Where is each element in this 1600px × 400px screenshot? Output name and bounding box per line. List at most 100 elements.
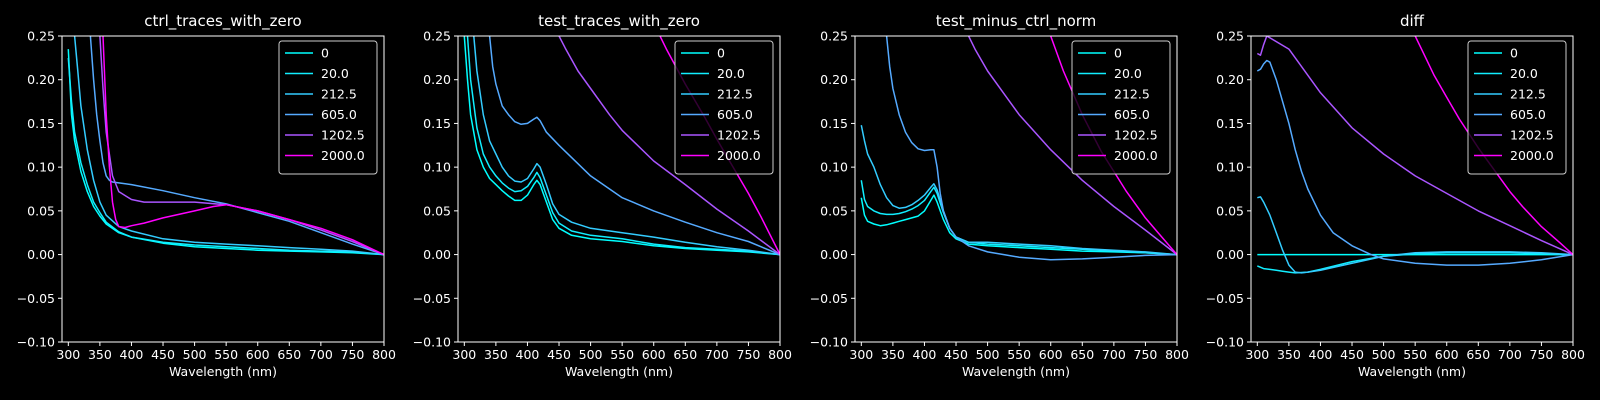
legend-label: 605.0 bbox=[321, 107, 357, 122]
y-tick-label: −0.10 bbox=[17, 335, 55, 350]
x-tick-label: 350 bbox=[88, 347, 112, 362]
x-tick-label: 400 bbox=[516, 347, 540, 362]
y-tick-label: 0.25 bbox=[820, 29, 848, 44]
series-line-605.0 bbox=[1256, 59, 1573, 266]
x-tick-label: 550 bbox=[214, 347, 238, 362]
y-tick-label: 0.10 bbox=[423, 160, 451, 175]
subplot-2: 300 350 400 450 500 550 600 650 700 750 800 −0.10 −0… bbox=[413, 12, 792, 379]
x-axis-label: Wavelength (nm) bbox=[565, 364, 673, 379]
y-tick-label: 0.05 bbox=[27, 203, 55, 218]
y-tick-label: 0.10 bbox=[27, 160, 55, 175]
legend: 0 20.0 212.5 605.0 1202.5 2000.0 bbox=[278, 40, 378, 175]
legend-label: 212.5 bbox=[1114, 87, 1150, 102]
x-tick-label: 750 bbox=[341, 347, 365, 362]
y-tick-label: 0.00 bbox=[1216, 247, 1244, 262]
x-tick-label: 550 bbox=[1007, 347, 1031, 362]
x-tick-label: 700 bbox=[705, 347, 729, 362]
x-tick-label: 300 bbox=[452, 347, 476, 362]
series-line-1202.5 bbox=[967, 36, 1177, 256]
chart-title: test_traces_with_zero bbox=[538, 12, 700, 31]
legend-label: 212.5 bbox=[1510, 87, 1546, 102]
x-tick-label: 500 bbox=[183, 347, 207, 362]
x-tick-label: 800 bbox=[372, 347, 396, 362]
legend: 0 20.0 212.5 605.0 1202.5 2000.0 bbox=[674, 40, 774, 175]
series-line-605.0 bbox=[488, 36, 780, 256]
x-tick-label: 800 bbox=[1561, 347, 1585, 362]
x-tick-label: 650 bbox=[1466, 347, 1490, 362]
series-line-212.5 bbox=[1257, 196, 1573, 274]
x-tick-label: 500 bbox=[976, 347, 1000, 362]
plot-area bbox=[1256, 36, 1573, 274]
legend: 0 20.0 212.5 605.0 1202.5 2000.0 bbox=[1467, 40, 1567, 175]
axes-frame bbox=[61, 35, 385, 343]
series-line-0 bbox=[860, 194, 1177, 256]
y-tick-label: 0.25 bbox=[1216, 29, 1244, 44]
subplot-4: 300 350 400 450 500 550 600 650 700 750 800 −0.10 −0… bbox=[1206, 12, 1585, 379]
y-tick-label: 0.00 bbox=[820, 247, 848, 262]
legend-label: 0 bbox=[1510, 46, 1518, 61]
legend-label: 0 bbox=[1114, 46, 1122, 61]
axes-frame bbox=[854, 35, 1178, 343]
x-tick-label: 500 bbox=[1372, 347, 1396, 362]
x-tick-label: 500 bbox=[579, 347, 603, 362]
y-tick-label: 0.00 bbox=[27, 247, 55, 262]
y-tick-label: 0.15 bbox=[423, 116, 451, 131]
x-tick-label: 750 bbox=[737, 347, 761, 362]
y-tick-label: 0.10 bbox=[1216, 160, 1244, 175]
x-tick-label: 650 bbox=[673, 347, 697, 362]
legend: 0 20.0 212.5 605.0 1202.5 2000.0 bbox=[1071, 40, 1171, 175]
legend-label: 0 bbox=[717, 46, 725, 61]
y-tick-label: 0.20 bbox=[423, 72, 451, 87]
x-tick-label: 350 bbox=[484, 347, 508, 362]
x-tick-label: 600 bbox=[642, 347, 666, 362]
x-axis-label: Wavelength (nm) bbox=[962, 364, 1070, 379]
x-tick-label: 400 bbox=[913, 347, 937, 362]
y-tick-label: −0.05 bbox=[413, 291, 451, 306]
y-tick-label: 0.25 bbox=[27, 29, 55, 44]
x-tick-label: 450 bbox=[547, 347, 571, 362]
series-line-20.0 bbox=[1257, 252, 1573, 274]
x-tick-label: 300 bbox=[56, 347, 80, 362]
legend-label: 20.0 bbox=[1510, 66, 1538, 81]
axes-frame bbox=[457, 35, 781, 343]
x-tick-label: 700 bbox=[1498, 347, 1522, 362]
legend-label: 1202.5 bbox=[717, 128, 761, 143]
x-tick-label: 350 bbox=[881, 347, 905, 362]
legend-label: 605.0 bbox=[1114, 107, 1150, 122]
legend-label: 1202.5 bbox=[1114, 128, 1158, 143]
x-tick-label: 750 bbox=[1134, 347, 1158, 362]
y-tick-label: −0.05 bbox=[1206, 291, 1244, 306]
y-tick-label: 0.05 bbox=[423, 203, 451, 218]
plot-area bbox=[67, 36, 384, 256]
x-tick-label: 800 bbox=[1165, 347, 1189, 362]
series-line-1202.5 bbox=[1256, 36, 1573, 256]
legend-label: 605.0 bbox=[717, 107, 753, 122]
subplot-1: 300 350 400 450 500 550 600 650 700 750 800 −0.10 −0… bbox=[17, 12, 396, 379]
series-line-212.5 bbox=[473, 36, 780, 256]
x-tick-label: 600 bbox=[1039, 347, 1063, 362]
x-axis-label: Wavelength (nm) bbox=[169, 364, 277, 379]
y-tick-label: −0.10 bbox=[413, 335, 451, 350]
y-tick-label: 0.25 bbox=[423, 29, 451, 44]
legend-label: 212.5 bbox=[321, 87, 357, 102]
legend-label: 20.0 bbox=[1114, 66, 1142, 81]
x-tick-label: 450 bbox=[1340, 347, 1364, 362]
series-line-212.5 bbox=[860, 125, 1177, 256]
x-tick-label: 550 bbox=[1403, 347, 1427, 362]
legend-label: 2000.0 bbox=[321, 148, 365, 163]
legend-label: 1202.5 bbox=[1510, 128, 1554, 143]
x-tick-label: 450 bbox=[151, 347, 175, 362]
legend-label: 0 bbox=[321, 46, 329, 61]
x-tick-label: 750 bbox=[1530, 347, 1554, 362]
series-line-1202.5 bbox=[558, 36, 780, 256]
y-tick-label: −0.05 bbox=[810, 291, 848, 306]
series-line-20.0 bbox=[860, 180, 1177, 256]
y-tick-label: 0.15 bbox=[820, 116, 848, 131]
series-line-605.0 bbox=[89, 36, 384, 256]
x-tick-label: 400 bbox=[1309, 347, 1333, 362]
legend-label: 1202.5 bbox=[321, 128, 365, 143]
y-tick-label: 0.20 bbox=[27, 72, 55, 87]
subplot-3: 300 350 400 450 500 550 600 650 700 750 800 −0.10 −0… bbox=[810, 12, 1189, 379]
series-line-212.5 bbox=[73, 36, 384, 256]
